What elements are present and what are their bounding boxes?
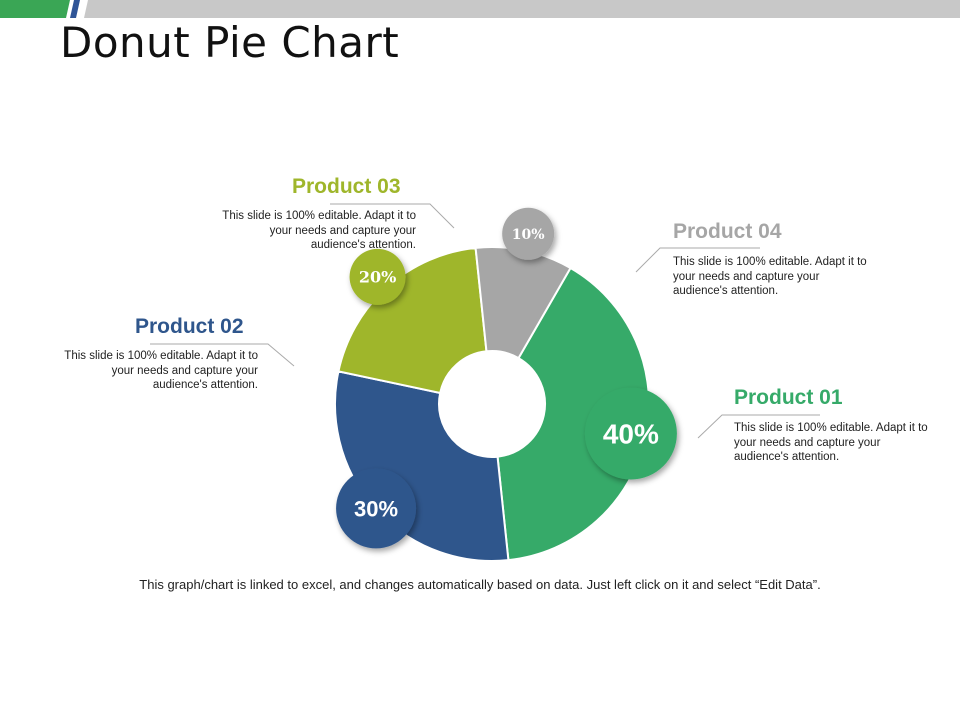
badge-circle (336, 468, 417, 549)
chart-footnote: This graph/chart is linked to excel, and… (139, 577, 821, 592)
product-04-description: This slide is 100% editable. Adapt it to… (673, 256, 867, 297)
donut-slice-product-02 (334, 370, 510, 562)
product-03-title: Product 03 (292, 175, 401, 198)
product-02-title: Product 02 (135, 315, 244, 338)
top-accent-bar (0, 0, 960, 18)
badge-circle (584, 387, 677, 480)
value-badge-product-01: 40% (584, 387, 677, 480)
product-01-title: Product 01 (734, 386, 843, 409)
top-bar-green-segment (0, 0, 70, 18)
badge-label: 20% (359, 268, 396, 287)
page-title: Donut Pie Chart (60, 18, 400, 67)
donut-slice-product-03 (337, 246, 488, 395)
badge-label: 10% (512, 227, 545, 243)
product-03-description: This slide is 100% editable. Adapt it to… (222, 210, 416, 251)
badge-circle (502, 207, 555, 260)
connector-product-04 (635, 247, 760, 273)
callout-connectors (150, 203, 820, 439)
top-bar-gray-segment (84, 0, 960, 18)
product-04-title: Product 04 (673, 220, 782, 243)
value-badge-product-03: 20% (349, 248, 406, 305)
badge-circle (349, 248, 406, 305)
donut-slice-product-04 (474, 246, 572, 360)
value-badge-product-02: 30% (336, 468, 417, 549)
donut-slice-product-01 (496, 266, 650, 562)
badge-label: 40% (603, 419, 659, 450)
product-02-description: This slide is 100% editable. Adapt it to… (64, 350, 258, 391)
badge-label: 30% (354, 496, 398, 521)
top-bar-blue-segment (70, 0, 80, 18)
product-01-description: This slide is 100% editable. Adapt it to… (734, 422, 928, 463)
connector-product-01 (697, 414, 820, 439)
connector-product-02 (150, 343, 295, 367)
value-badge-product-04: 10% (502, 207, 555, 260)
connector-product-03 (330, 203, 455, 229)
